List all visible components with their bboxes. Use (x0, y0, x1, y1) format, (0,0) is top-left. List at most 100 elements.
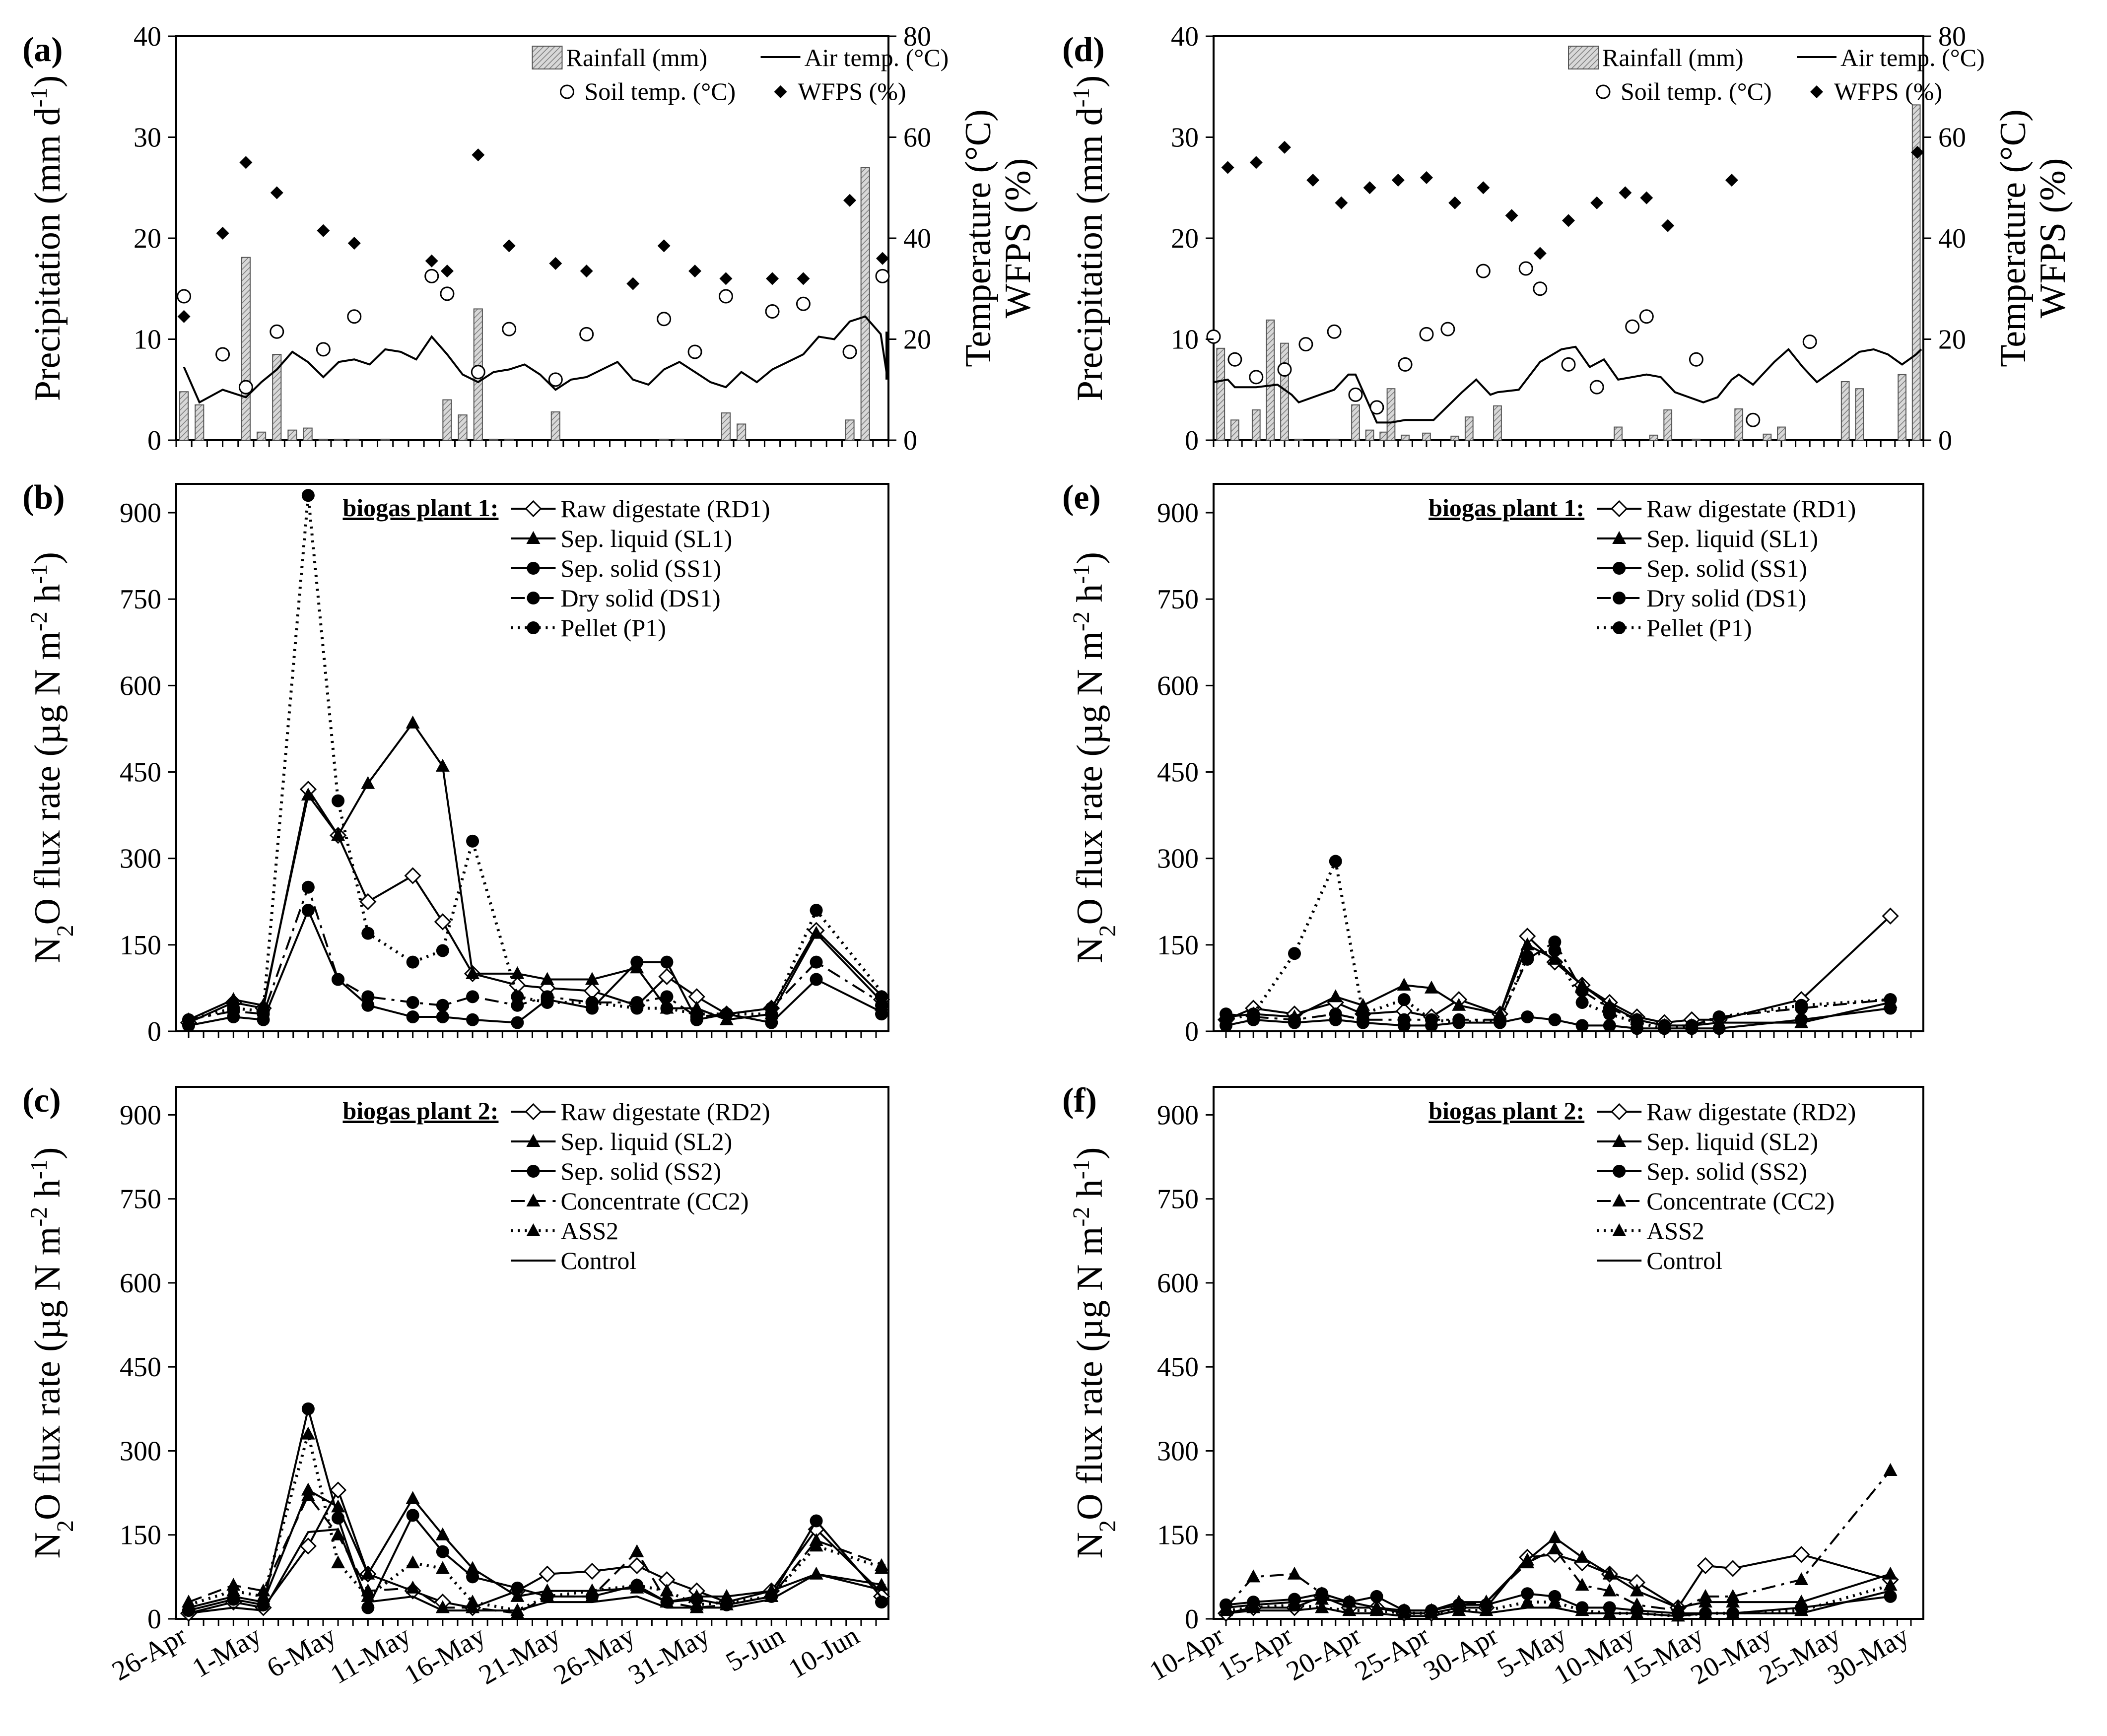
series-2-point (660, 955, 674, 969)
series-3-point (1397, 1013, 1411, 1026)
rainfall-bar (737, 423, 747, 441)
wfps-point (1533, 247, 1547, 260)
rainfall-bar (1493, 405, 1502, 441)
wfps-point (1477, 181, 1490, 195)
series-0-point (539, 1565, 556, 1583)
legend-label-5: Control (560, 1247, 636, 1274)
wfps-point (1448, 196, 1462, 209)
y-tick-label-left: 40 (1171, 21, 1199, 52)
wfps-point (270, 186, 283, 200)
series-line-3 (188, 1493, 886, 1614)
rainfall-bar (1734, 408, 1744, 441)
legend-title: biogas plant 2: (342, 1097, 498, 1125)
soil-temp-point (687, 344, 702, 359)
series-line-3 (188, 884, 886, 1021)
y-axis-label-n2o: N2O flux rate (µg N m-2 h-1) (1068, 1147, 1121, 1559)
series-4-point (1883, 1578, 1898, 1591)
y-tick-label-right: 0 (1938, 425, 1952, 456)
series-0-point (434, 913, 451, 931)
series-2-point (332, 1511, 345, 1525)
rainfall-bar (241, 257, 251, 441)
y-tick-label: 150 (120, 930, 161, 961)
legend-soil-temp-label: Soil temp. (°C) (585, 77, 736, 105)
legend-marker-3 (527, 592, 540, 604)
y-tick-label-left: 0 (147, 425, 161, 456)
series-4-point (406, 1555, 420, 1569)
legend-marker-1 (1612, 531, 1627, 544)
wfps-point (216, 226, 229, 240)
wfps-point (766, 272, 779, 285)
series-4-point (1494, 1013, 1506, 1026)
rainfall-bar (458, 414, 468, 441)
series-1-point (1328, 989, 1343, 1002)
soil-temp-point (177, 289, 192, 304)
soil-temp-point (1277, 362, 1292, 377)
series-1-point (435, 1527, 450, 1540)
series-2-point (1712, 1022, 1726, 1035)
wfps-point (626, 277, 640, 290)
series-0-point (1724, 1560, 1742, 1577)
series-4-point (227, 1002, 240, 1015)
rainfall-bar (1216, 347, 1225, 441)
series-1-point (1883, 1566, 1898, 1580)
soil-temp-point (1206, 329, 1221, 344)
legend-label-0: Raw digestate (RD2) (560, 1098, 770, 1126)
wfps-point (317, 224, 330, 237)
y-axis-label-temperature: Temperature (°C) (1993, 109, 2034, 367)
y-tick-label-right: 0 (903, 425, 917, 456)
y-tick-label: 600 (1157, 670, 1199, 701)
series-3-point (1575, 1578, 1589, 1591)
series-1-point (331, 828, 345, 841)
y-axis-label-wfps: WFPS (%) (2033, 158, 2073, 319)
y-tick-label-left: 30 (134, 123, 161, 153)
series-4-point (256, 1589, 271, 1602)
series-4-point (660, 1583, 674, 1597)
legend-marker-3 (526, 1194, 541, 1206)
y-tick-label-right: 40 (1938, 223, 1966, 254)
rainfall-bar (1422, 432, 1431, 441)
panel-f: 0 150 300 450 600 750 900 N2O flux rate (µg N m… (1062, 1081, 1924, 1691)
wfps-point (657, 239, 671, 253)
series-1-point (1452, 998, 1466, 1011)
legend-label-3: Concentrate (CC2) (560, 1187, 748, 1215)
series-4-point (1658, 1022, 1671, 1035)
rainfall-bar (550, 411, 560, 441)
series-0-point (1882, 907, 1899, 925)
series-2-point (511, 1016, 524, 1029)
series-4-point (764, 1589, 779, 1602)
soil-temp-point (1348, 387, 1363, 402)
panel-d: 0 10 20 30 40 0 20 40 60 80 Precipitation (mm d-1)… (1062, 21, 2073, 456)
wfps-point (688, 265, 702, 278)
legend-marker-2 (527, 562, 540, 575)
y-tick-label-right: 80 (903, 21, 931, 52)
wfps-point (1306, 173, 1320, 187)
legend-label-2: Sep. solid (SS2) (560, 1157, 721, 1185)
legend-soil-temp-marker (1596, 84, 1611, 99)
series-2-point (1521, 1010, 1534, 1023)
rainfall-bar (488, 438, 499, 441)
legend-rainfall-swatch (1568, 46, 1599, 69)
wfps-point (1278, 140, 1291, 154)
legend-marker-0 (525, 500, 542, 518)
series-4-point (1520, 1595, 1535, 1608)
series-3-point (332, 973, 345, 986)
series-3-point (1883, 1463, 1898, 1476)
soil-temp-point (347, 309, 362, 324)
legend-wfps-marker (1810, 85, 1823, 98)
soil-temp-point (1227, 352, 1242, 367)
rainfall-bar (675, 438, 684, 441)
y-tick-label: 150 (1157, 1520, 1199, 1551)
series-0-point (359, 893, 377, 910)
series-4-point (541, 996, 554, 1009)
soil-temp-point (238, 380, 253, 395)
series-4-point (1288, 1597, 1301, 1610)
legend-label-2: Sep. solid (SS2) (1646, 1157, 1807, 1185)
series-1-point (875, 1578, 888, 1591)
soil-temp-point (796, 296, 811, 311)
rainfall-bar (349, 438, 359, 441)
soil-temp-point (1746, 412, 1761, 427)
panel-label: (b) (22, 478, 65, 517)
y-tick-label: 450 (120, 757, 161, 788)
y-tick-label: 300 (120, 844, 161, 874)
soil-temp-point (440, 286, 455, 301)
